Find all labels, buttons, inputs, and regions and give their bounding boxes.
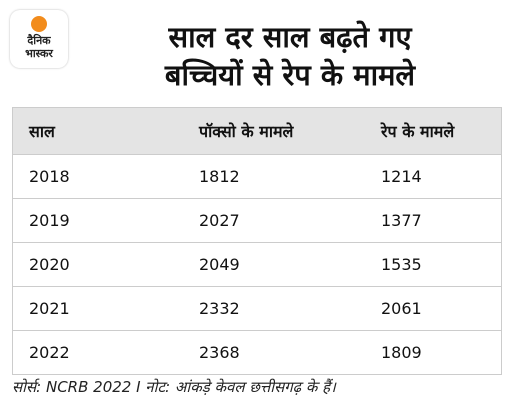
title: साल दर साल बढ़ते गए बच्चियों से रेप के म…: [80, 18, 500, 94]
table-row: 2022 2368 1809: [13, 330, 501, 374]
table-cell: 2020: [29, 255, 70, 274]
title-line: साल दर साल बढ़ते गए: [168, 20, 412, 54]
table-cell: 2018: [29, 167, 70, 186]
table-cell: 2022: [29, 343, 70, 362]
table-row: 2019 2027 1377: [13, 198, 501, 242]
table-cell: 2019: [29, 211, 70, 230]
table-cell: 2061: [381, 299, 422, 318]
footer: सोर्स: NCRB 2022 I नोट: आंकड़े केवल छत्त…: [12, 378, 336, 396]
table-cell: 1535: [381, 255, 422, 274]
table: साल पॉक्सो के मामले रेप के मामले 2018 1812 12…: [12, 107, 502, 375]
title-line: बच्चियों से रेप के मामले: [164, 58, 416, 92]
table-cell: 2368: [199, 343, 240, 362]
header-cell: साल: [29, 122, 55, 141]
table-cell: 2021: [29, 299, 70, 318]
header-row: साल पॉक्सो के मामले रेप के मामले: [13, 108, 501, 154]
header-cell: पॉक्सो के मामले: [199, 122, 294, 141]
table-cell: 1812: [199, 167, 240, 186]
logo-text: भास्कर: [25, 47, 53, 60]
table-cell: 1377: [381, 211, 422, 230]
logo-text: दैनिक: [27, 34, 51, 47]
table-cell: 2049: [199, 255, 240, 274]
table-cell: 1809: [381, 343, 422, 362]
logo-icon: [31, 16, 47, 32]
table-row: 2020 2049 1535: [13, 242, 501, 286]
table-row: 2018 1812 1214: [13, 154, 501, 198]
table-cell: 2332: [199, 299, 240, 318]
table-cell: 2027: [199, 211, 240, 230]
table-row: 2021 2332 2061: [13, 286, 501, 330]
logo: दैनिक भास्कर: [10, 10, 68, 68]
header-cell: रेप के मामले: [381, 122, 455, 141]
table-cell: 1214: [381, 167, 422, 186]
